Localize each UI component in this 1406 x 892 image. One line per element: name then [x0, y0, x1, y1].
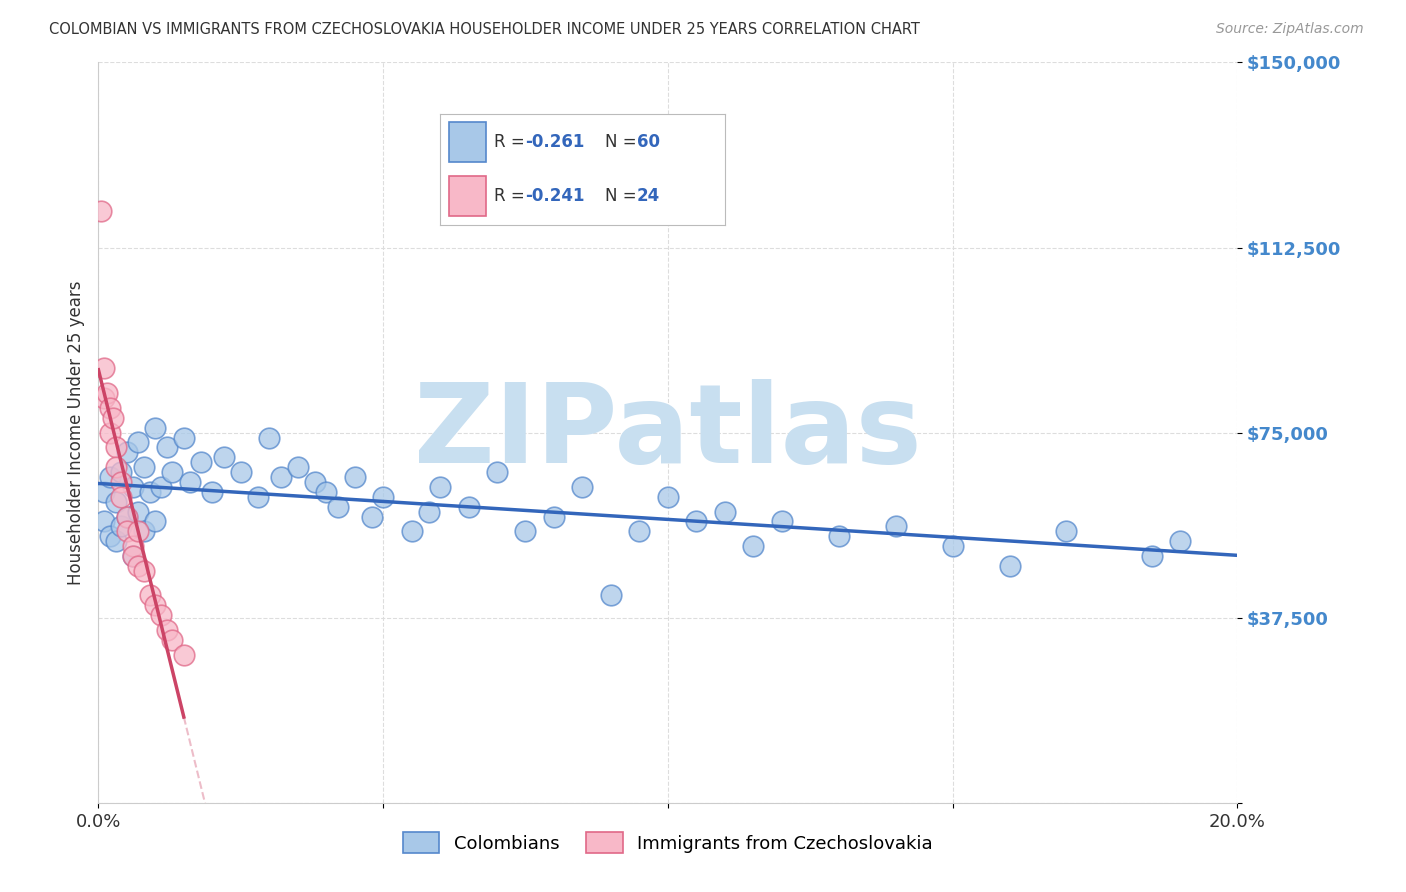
Point	[998, 558, 1021, 573]
Point	[373, 490, 395, 504]
Point	[173, 431, 195, 445]
Point	[360, 509, 382, 524]
Point	[145, 515, 167, 529]
Point	[229, 465, 252, 479]
Point	[115, 509, 138, 524]
Point	[90, 203, 112, 218]
Point	[110, 519, 132, 533]
Text: COLOMBIAN VS IMMIGRANTS FROM CZECHOSLOVAKIA HOUSEHOLDER INCOME UNDER 25 YEARS CO: COLOMBIAN VS IMMIGRANTS FROM CZECHOSLOVA…	[49, 22, 920, 37]
Point	[145, 599, 167, 613]
Point	[98, 529, 121, 543]
Point	[162, 465, 184, 479]
Point	[132, 564, 155, 578]
Point	[571, 480, 593, 494]
Point	[121, 549, 143, 563]
Text: ZIPatlas: ZIPatlas	[413, 379, 922, 486]
Point	[93, 484, 115, 499]
Point	[121, 539, 143, 553]
Point	[132, 524, 155, 539]
Point	[162, 632, 184, 647]
Point	[121, 549, 143, 563]
Point	[401, 524, 423, 539]
Point	[429, 480, 451, 494]
Legend: Colombians, Immigrants from Czechoslovakia: Colombians, Immigrants from Czechoslovak…	[396, 825, 939, 861]
Point	[115, 445, 138, 459]
Point	[515, 524, 537, 539]
Point	[543, 509, 565, 524]
Point	[98, 470, 121, 484]
Point	[1170, 534, 1192, 549]
Point	[326, 500, 349, 514]
Point	[93, 361, 115, 376]
Point	[156, 623, 179, 637]
Point	[115, 509, 138, 524]
Point	[104, 534, 127, 549]
Point	[628, 524, 651, 539]
Point	[1140, 549, 1163, 563]
Point	[246, 490, 269, 504]
Point	[93, 515, 115, 529]
Point	[343, 470, 366, 484]
Point	[259, 431, 281, 445]
Point	[101, 410, 124, 425]
Point	[657, 490, 679, 504]
Point	[190, 455, 212, 469]
Point	[98, 401, 121, 415]
Point	[93, 391, 115, 405]
Point	[884, 519, 907, 533]
Point	[270, 470, 292, 484]
Y-axis label: Householder Income Under 25 years: Householder Income Under 25 years	[66, 280, 84, 585]
Point	[742, 539, 765, 553]
Text: Source: ZipAtlas.com: Source: ZipAtlas.com	[1216, 22, 1364, 37]
Point	[138, 484, 160, 499]
Point	[150, 608, 173, 623]
Point	[104, 460, 127, 475]
Point	[486, 465, 509, 479]
Point	[828, 529, 851, 543]
Point	[115, 524, 138, 539]
Point	[138, 589, 160, 603]
Point	[418, 505, 440, 519]
Point	[127, 558, 149, 573]
Point	[287, 460, 309, 475]
Point	[127, 505, 149, 519]
Point	[457, 500, 479, 514]
Point	[714, 505, 737, 519]
Point	[104, 441, 127, 455]
Point	[98, 425, 121, 440]
Point	[304, 475, 326, 489]
Point	[315, 484, 337, 499]
Point	[942, 539, 965, 553]
Point	[104, 494, 127, 508]
Point	[173, 648, 195, 662]
Point	[685, 515, 707, 529]
Point	[110, 490, 132, 504]
Point	[145, 420, 167, 434]
Point	[600, 589, 623, 603]
Point	[127, 524, 149, 539]
Point	[770, 515, 793, 529]
Point	[179, 475, 201, 489]
Point	[110, 465, 132, 479]
Point	[132, 460, 155, 475]
Point	[96, 386, 118, 401]
Point	[150, 480, 173, 494]
Point	[156, 441, 179, 455]
Point	[1056, 524, 1078, 539]
Point	[121, 480, 143, 494]
Point	[127, 435, 149, 450]
Point	[212, 450, 235, 465]
Point	[110, 475, 132, 489]
Point	[201, 484, 224, 499]
